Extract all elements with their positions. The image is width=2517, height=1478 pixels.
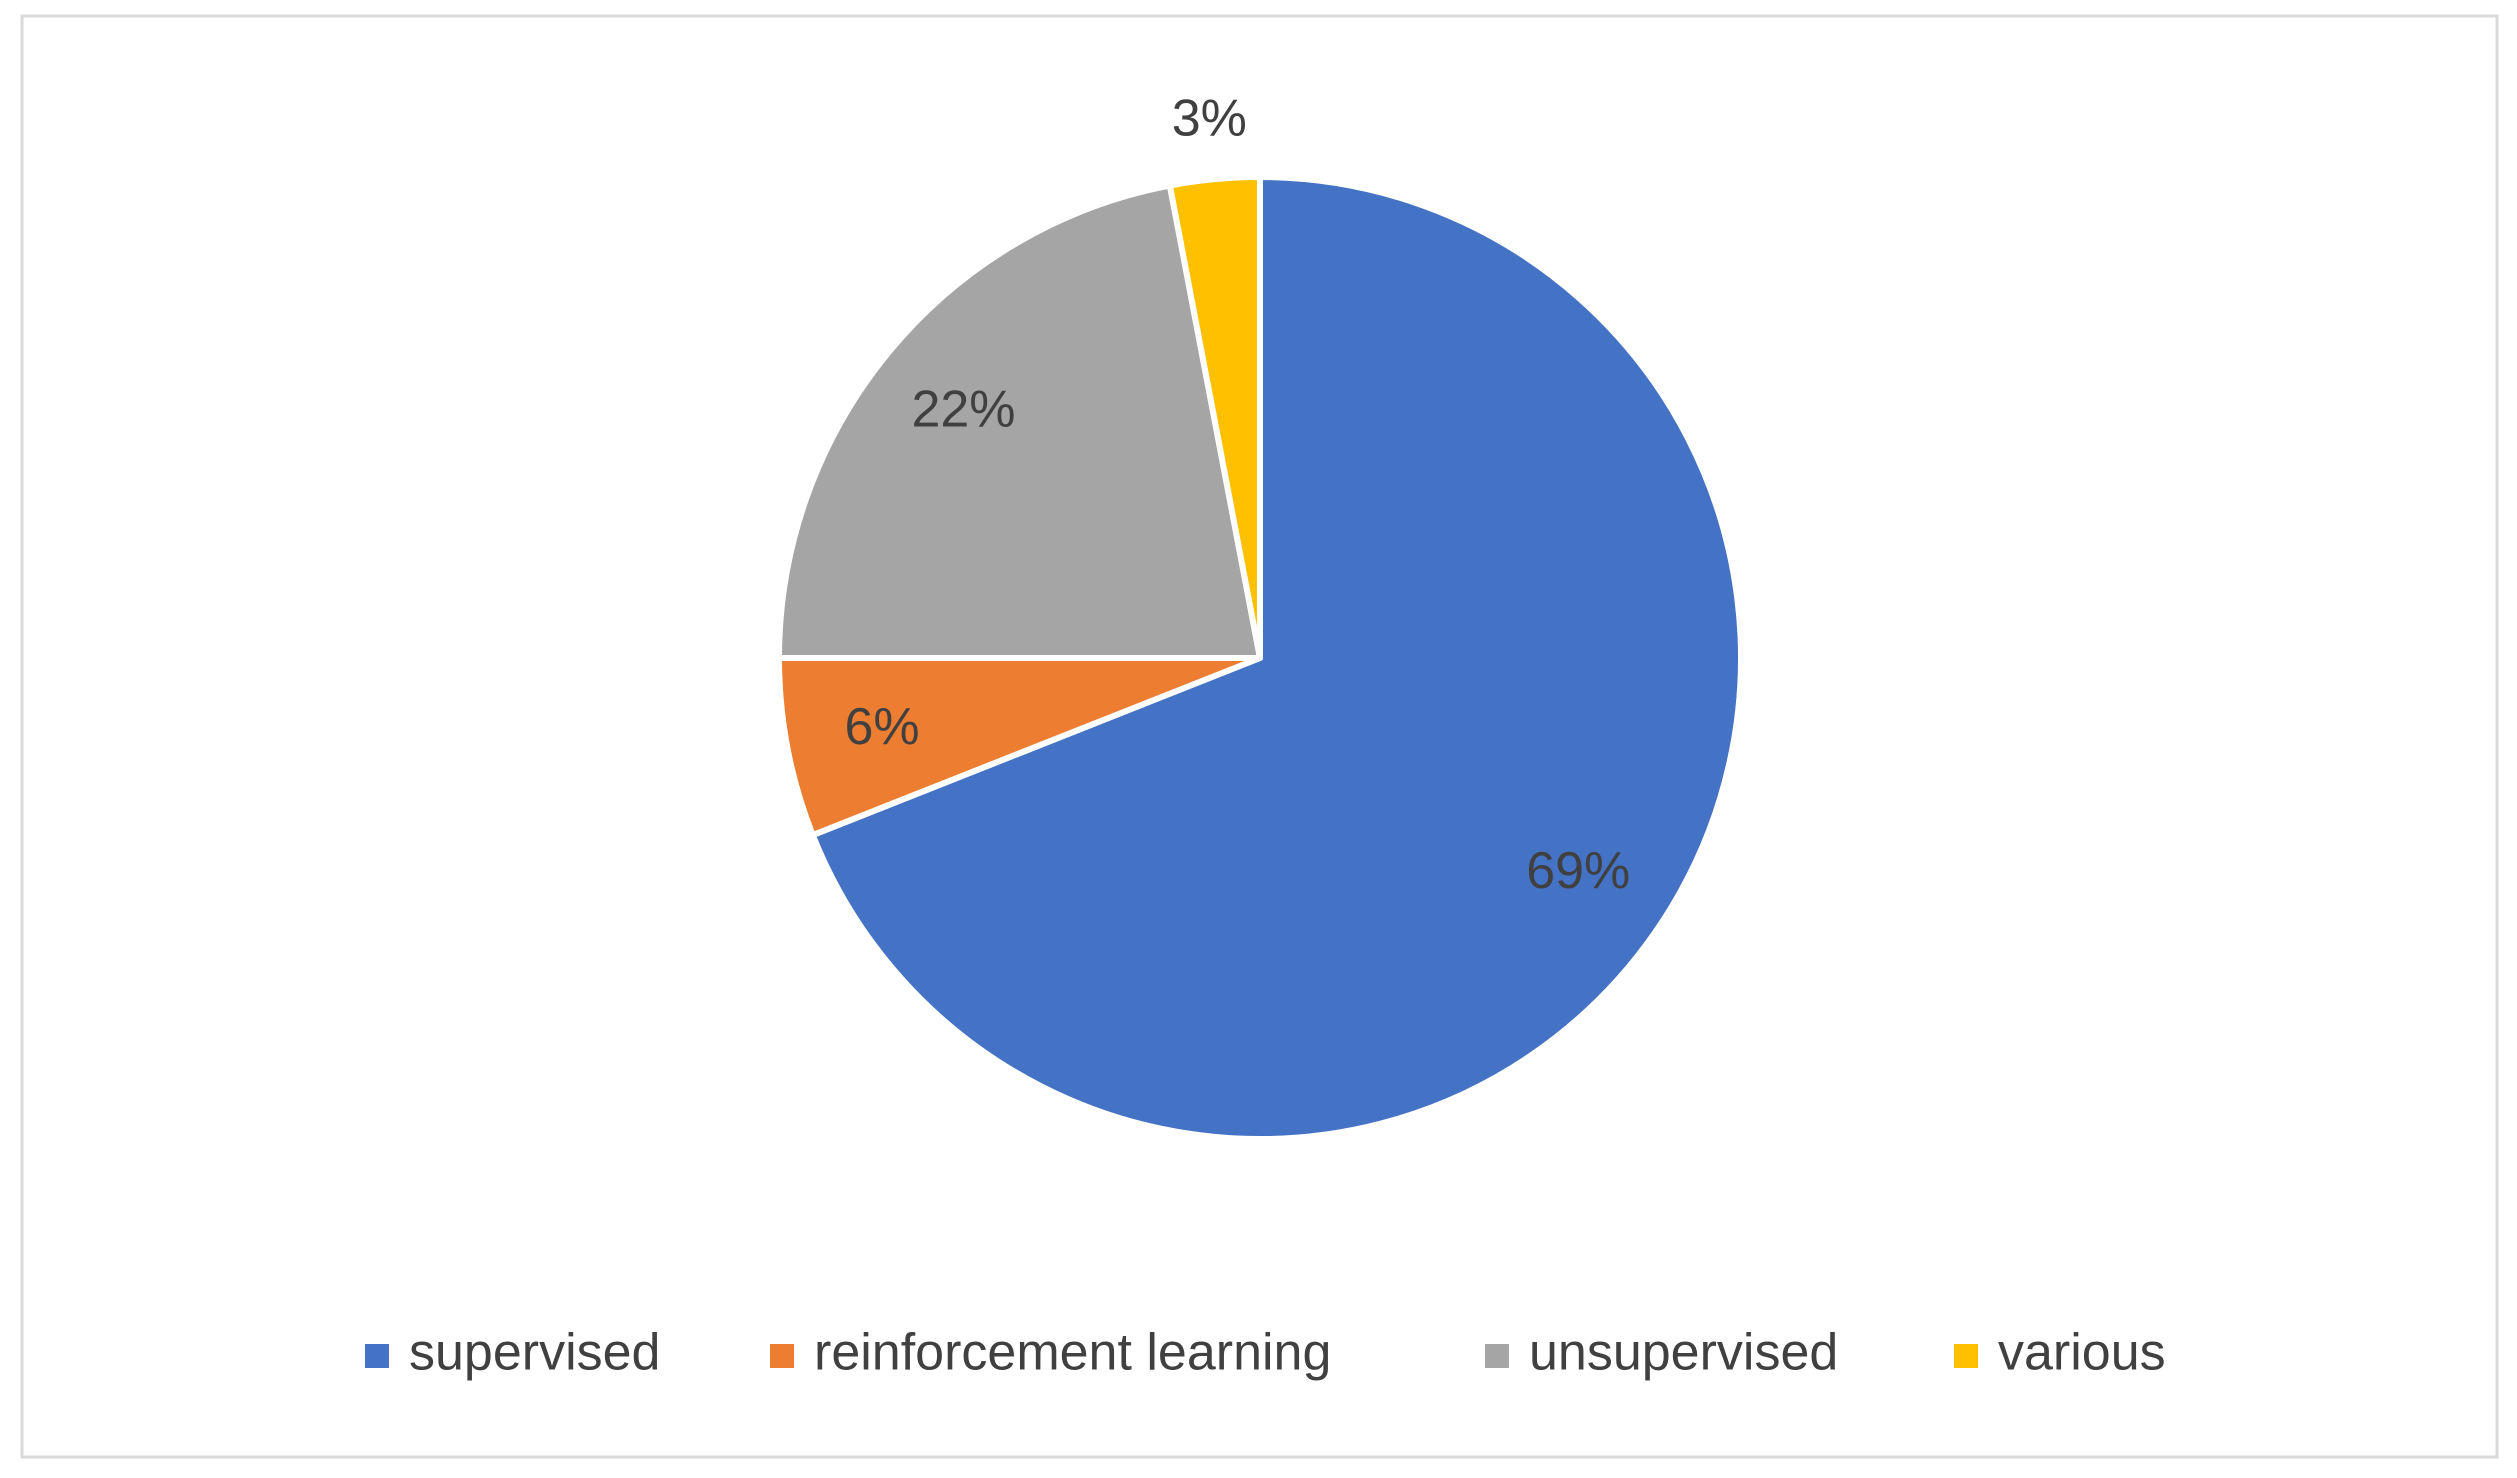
legend-label: unsupervised bbox=[1529, 1324, 1838, 1382]
legend-swatch bbox=[770, 1344, 794, 1368]
legend-label: reinforcement learning bbox=[814, 1324, 1331, 1382]
data-label: 3% bbox=[1172, 89, 1247, 147]
pie-slice bbox=[809, 174, 1744, 1142]
legend-swatch bbox=[1954, 1344, 1978, 1368]
legend-label: supervised bbox=[409, 1324, 660, 1382]
data-label: 69% bbox=[1526, 842, 1630, 900]
pie-slice bbox=[776, 655, 1263, 839]
data-label: 6% bbox=[844, 698, 919, 756]
pie-slice bbox=[776, 182, 1263, 661]
pie-slice bbox=[1166, 174, 1263, 661]
legend-label: various bbox=[1998, 1324, 2166, 1382]
legend-swatch bbox=[1485, 1344, 1509, 1368]
legend-swatch bbox=[365, 1344, 389, 1368]
data-label: 22% bbox=[911, 380, 1015, 438]
